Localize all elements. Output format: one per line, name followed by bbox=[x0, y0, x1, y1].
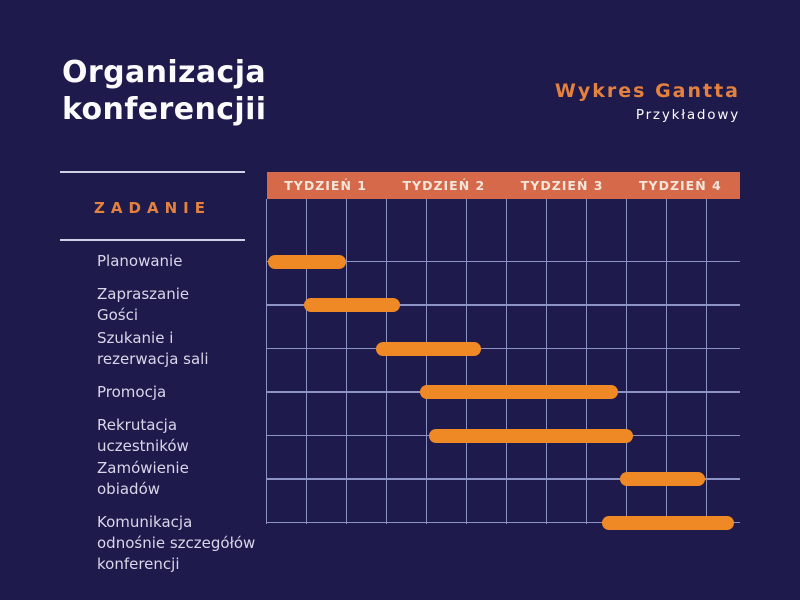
chart-type-subheading: Przykładowy bbox=[635, 107, 740, 123]
grid-vline bbox=[345, 199, 348, 525]
gantt-bar bbox=[428, 428, 634, 443]
task-label: Rekrutacja uczestników bbox=[97, 415, 189, 455]
grid-hline bbox=[266, 260, 740, 263]
grid-hline bbox=[266, 478, 740, 480]
week-header-label: TYDZIEŃ 2 bbox=[402, 178, 486, 193]
week-header-label: TYDZIEŃ 4 bbox=[639, 178, 722, 193]
task-column-divider-top bbox=[60, 171, 245, 173]
task-column-divider-bottom bbox=[60, 239, 245, 241]
grid-vline bbox=[465, 199, 468, 525]
grid-hline bbox=[266, 304, 740, 306]
task-label: Promocja bbox=[97, 382, 167, 401]
task-label: Zamówienie obiadów bbox=[97, 459, 189, 498]
week-header-label: TYDZIEŃ 1 bbox=[284, 178, 367, 193]
grid-vline bbox=[585, 199, 588, 525]
gantt-bar bbox=[267, 254, 346, 269]
grid-vline bbox=[385, 199, 388, 525]
grid-vline bbox=[625, 199, 628, 525]
week-header-label: TYDZIEŃ 3 bbox=[520, 178, 604, 193]
chart-type-heading: Wykres Gantta bbox=[554, 80, 740, 102]
grid-vline bbox=[705, 199, 708, 525]
chart-type-header: Wykres Gantta Przykładowy bbox=[555, 80, 740, 123]
gantt-bar bbox=[620, 472, 706, 486]
grid-hline bbox=[266, 347, 740, 350]
week-header-band bbox=[266, 172, 740, 199]
task-label: Szukanie i rezerwacja sali bbox=[97, 328, 209, 368]
page-title: Organizacja konferencjii bbox=[62, 55, 267, 127]
grid-vline bbox=[505, 199, 508, 525]
task-column-heading: ZADANIE bbox=[94, 199, 211, 217]
gantt-bar bbox=[376, 341, 481, 356]
task-label: Zapraszanie Gości bbox=[97, 285, 190, 324]
grid-vline bbox=[545, 199, 548, 525]
grid-hline bbox=[266, 521, 740, 524]
gantt-bar bbox=[420, 385, 618, 399]
gantt-bar bbox=[304, 298, 401, 312]
grid-vline bbox=[305, 199, 308, 525]
task-label: Komunikacja odnośnie szczegółów konferen… bbox=[97, 513, 256, 573]
grid-vline bbox=[425, 199, 428, 525]
gantt-bar bbox=[602, 515, 734, 530]
task-label: Planowanie bbox=[97, 252, 183, 270]
grid-vline bbox=[265, 199, 268, 525]
grid-vline bbox=[665, 199, 668, 525]
